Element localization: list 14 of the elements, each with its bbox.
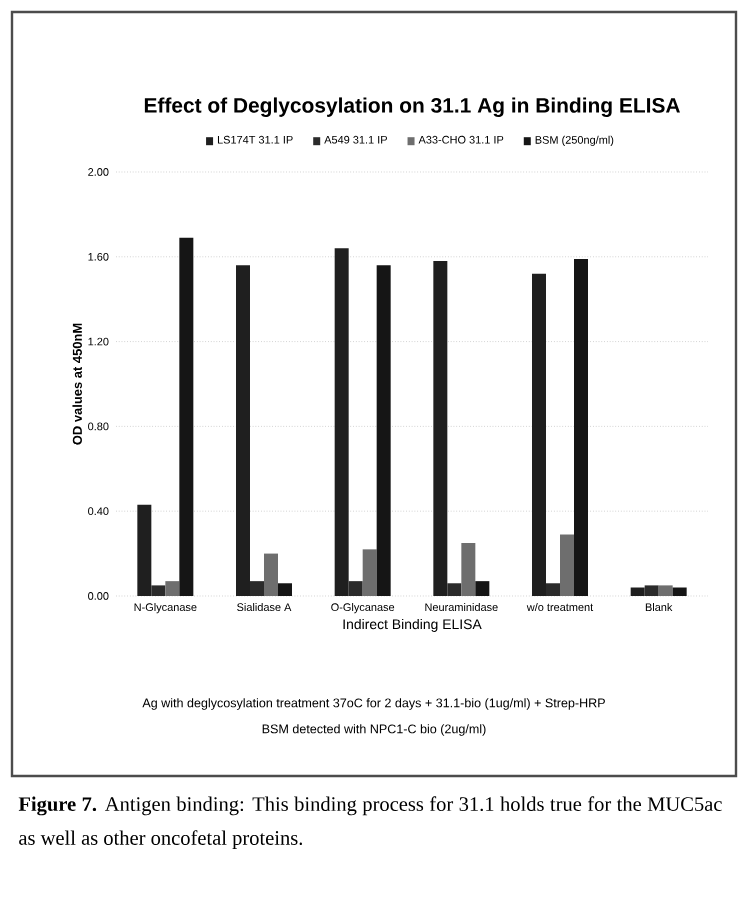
bar — [278, 583, 292, 596]
bar — [362, 549, 377, 596]
bar — [672, 587, 687, 596]
text: Figure 7. Antigen binding: This binding process for 31.1 holds true for the MUC5ac as well as other oncofetal proteins. — [18, 796, 722, 850]
bar — [461, 542, 476, 596]
bar — [165, 581, 180, 596]
chart-title: Effect of Deglycosylation on 31.1 Ag in Binding ELISA — [144, 97, 680, 117]
bar — [376, 265, 391, 596]
bar — [574, 258, 588, 596]
bar — [264, 553, 278, 596]
bar — [179, 237, 194, 596]
bar — [560, 534, 574, 596]
bar — [658, 585, 673, 596]
bar — [475, 581, 490, 596]
